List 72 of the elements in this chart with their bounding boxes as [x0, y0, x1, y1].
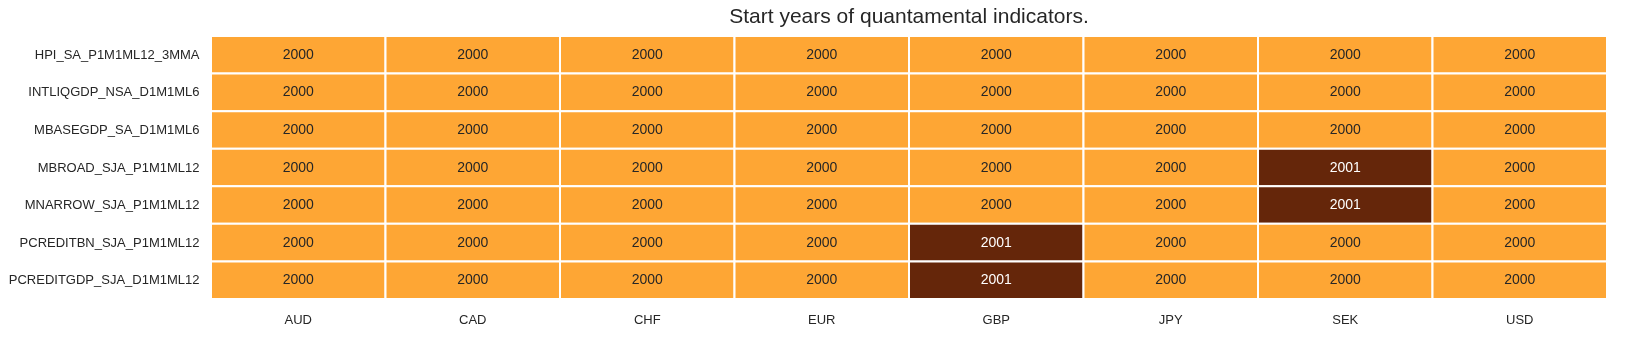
- data-label: 2000: [282, 233, 315, 250]
- data-label: 2000: [980, 45, 1013, 62]
- data-label: 2000: [282, 271, 315, 288]
- data-label: 2000: [806, 83, 838, 100]
- data-label: 2000: [631, 271, 664, 288]
- data-label: 2000: [1155, 271, 1187, 288]
- data-label: 2000: [631, 158, 664, 175]
- data-label: 2000: [1329, 120, 1362, 137]
- data-label: 2000: [282, 158, 315, 175]
- data-label: 2000: [1504, 196, 1536, 213]
- data-label: 2000: [1329, 45, 1362, 62]
- data-label: 2000: [282, 120, 315, 137]
- data-label: 2000: [631, 233, 664, 250]
- y-tick-label: MBROAD_SJA_P1M1ML12: [37, 159, 200, 175]
- data-label: 2000: [457, 45, 489, 62]
- data-label: 2000: [457, 233, 489, 250]
- y-tick-label: MNARROW_SJA_P1M1ML12: [24, 197, 200, 213]
- data-label: 2000: [1155, 45, 1187, 62]
- x-tick-label: CHF: [633, 311, 661, 327]
- data-label: 2000: [457, 271, 489, 288]
- data-label: 2000: [1504, 271, 1536, 288]
- data-label: 2000: [1504, 158, 1536, 175]
- data-label: 2000: [806, 120, 838, 137]
- data-label: 2000: [1155, 233, 1187, 250]
- y-tick-label: HPI_SA_P1M1ML12_3MMA: [34, 46, 200, 62]
- data-label: 2001: [1329, 158, 1362, 175]
- data-label: 2000: [1504, 83, 1536, 100]
- x-tick-label: GBP: [982, 311, 1010, 327]
- data-label: 2000: [980, 158, 1013, 175]
- data-label: 2000: [282, 83, 315, 100]
- data-label: 2000: [457, 83, 489, 100]
- data-label: 2000: [806, 196, 838, 213]
- data-label: 2000: [1329, 233, 1362, 250]
- data-label: 2000: [631, 120, 664, 137]
- data-label: 2000: [806, 158, 838, 175]
- x-tick-label: SEK: [1332, 311, 1359, 327]
- data-label: 2001: [1329, 196, 1362, 213]
- x-tick-label: AUD: [284, 311, 312, 327]
- data-label: 2000: [631, 45, 664, 62]
- data-label: 2000: [1504, 233, 1536, 250]
- data-label: 2000: [1155, 120, 1187, 137]
- data-label: 2000: [282, 45, 315, 62]
- data-label: 2000: [1155, 196, 1187, 213]
- data-label: 2000: [806, 45, 838, 62]
- data-label: 2000: [457, 158, 489, 175]
- data-label: 2000: [1155, 83, 1187, 100]
- y-tick-label: PCREDITGDP_SJA_D1M1ML12: [8, 272, 200, 288]
- data-label: 2000: [457, 196, 489, 213]
- data-label: 2000: [980, 196, 1013, 213]
- data-label: 2000: [1504, 120, 1536, 137]
- data-label: 2000: [631, 196, 664, 213]
- data-label: 2000: [980, 83, 1013, 100]
- data-label: 2000: [980, 120, 1013, 137]
- data-label: 2000: [806, 233, 838, 250]
- data-label: 2000: [806, 271, 838, 288]
- chart-title: Start years of quantamental indicators.: [729, 4, 1089, 27]
- data-label: 2000: [1504, 45, 1536, 62]
- data-label: 2000: [457, 120, 489, 137]
- data-label: 2001: [980, 233, 1013, 250]
- data-label: 2000: [1155, 158, 1187, 175]
- data-label: 2000: [282, 196, 315, 213]
- data-label: 2001: [980, 271, 1013, 288]
- y-tick-label: MBASEGDP_SA_D1M1ML6: [34, 121, 200, 137]
- data-label: 2000: [1329, 271, 1362, 288]
- x-tick-label: CAD: [459, 311, 487, 327]
- x-tick-label: EUR: [808, 311, 836, 327]
- x-tick-label: USD: [1506, 311, 1534, 327]
- data-label: 2000: [631, 83, 664, 100]
- y-tick-label: PCREDITBN_SJA_P1M1ML12: [19, 234, 200, 250]
- x-tick-label: JPY: [1158, 311, 1183, 327]
- y-tick-label: INTLIQGDP_NSA_D1M1ML6: [28, 84, 200, 100]
- data-label: 2000: [1329, 83, 1362, 100]
